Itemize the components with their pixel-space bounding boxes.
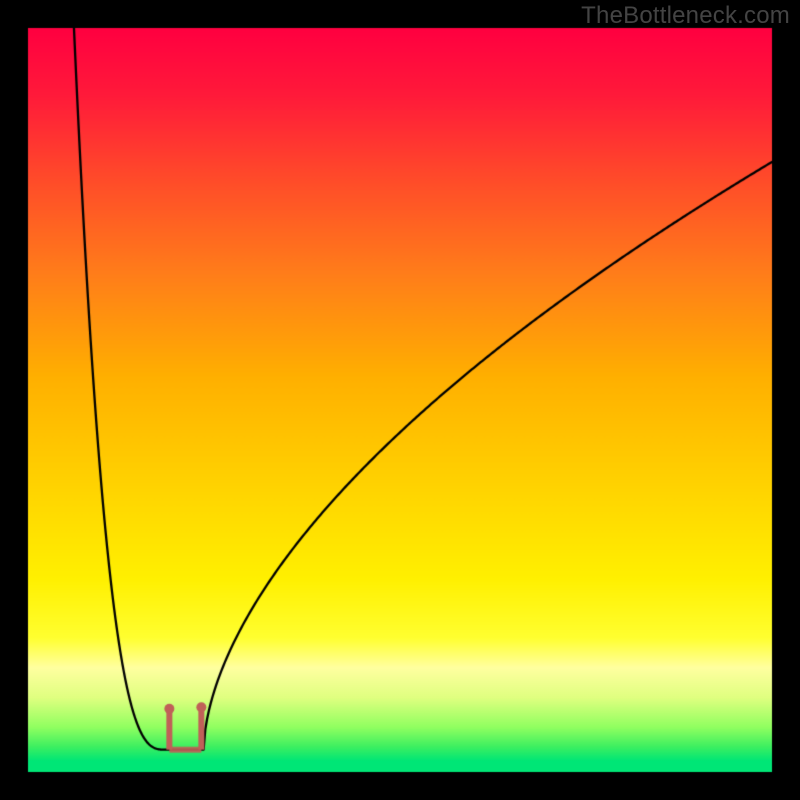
attribution-text: TheBottleneck.com (581, 2, 790, 30)
bottleneck-chart-canvas (0, 0, 800, 800)
chart-root: TheBottleneck.com (0, 0, 800, 800)
